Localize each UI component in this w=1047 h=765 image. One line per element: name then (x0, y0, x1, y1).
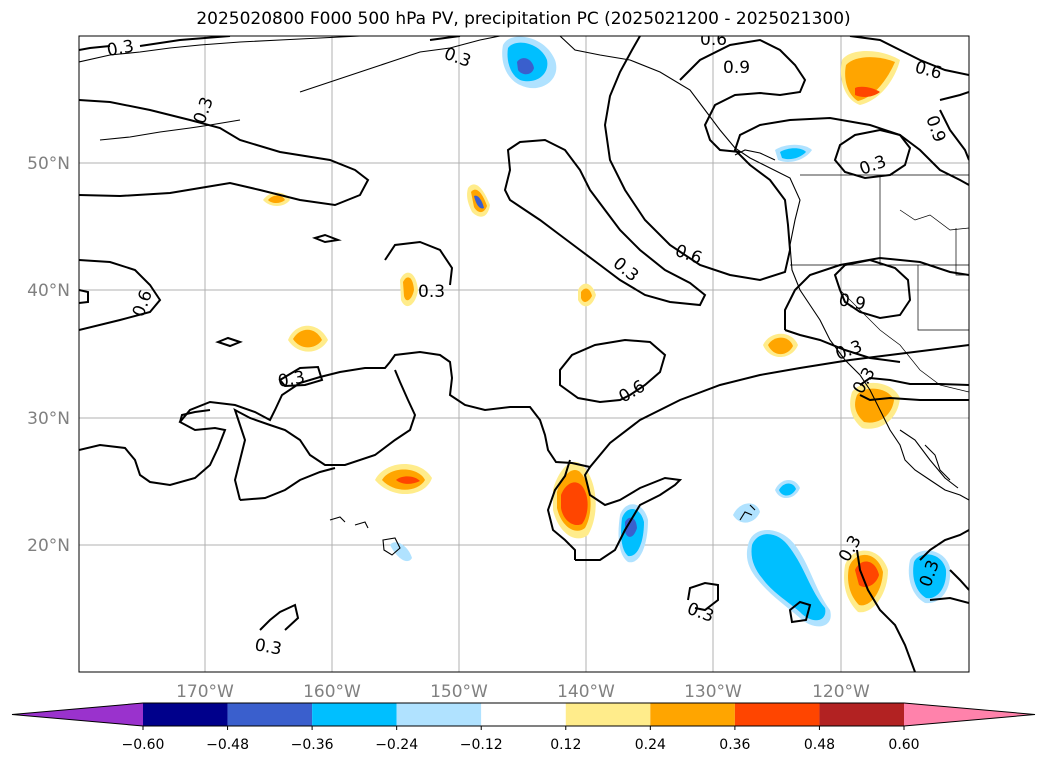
lat-label: 50°N (27, 154, 70, 174)
lat-label: 40°N (27, 281, 70, 301)
colorbar-segment (650, 703, 735, 726)
map-body: 0.3 0.3 0.3 0.6 0.9 0.6 0.9 0.3 0.3 0.6 … (79, 30, 969, 672)
colorbar-tick-label: −0.36 (291, 737, 334, 753)
colorbar-segment (819, 703, 904, 726)
colorbar-segment (143, 703, 228, 726)
lon-label: 140°W (557, 682, 615, 702)
coastlines (79, 36, 969, 556)
colorbar-segment (312, 703, 397, 726)
colorbar-tick-label: −0.24 (375, 737, 418, 753)
colorbar-extend-low (12, 703, 143, 726)
contour-label: 0.6 (700, 30, 727, 50)
lon-label: 160°W (303, 682, 361, 702)
colorbar-tick-label: 0.36 (719, 737, 750, 753)
lon-label: 120°W (812, 682, 870, 702)
colorbar-tick-label: 0.48 (804, 737, 835, 753)
map-frame (78, 35, 970, 673)
colorbar-segment (481, 703, 566, 726)
colorbar-tick-label: 0.12 (550, 737, 581, 753)
contour-label: 0.3 (418, 282, 445, 302)
lon-label: 170°W (176, 682, 234, 702)
lon-label: 130°W (684, 682, 742, 702)
colorbar-tick-label: −0.12 (460, 737, 503, 753)
map-title: 2025020800 F000 500 hPa PV, precipitatio… (196, 9, 851, 29)
lat-label: 20°N (27, 536, 70, 556)
colorbar-tick-label: −0.60 (122, 737, 165, 753)
contour-label: 0.9 (723, 58, 750, 78)
contour-label: 0.3 (253, 635, 283, 659)
precip-shading (263, 36, 951, 627)
contour-label: 0.9 (837, 290, 867, 314)
contour-label: 0.3 (105, 37, 135, 61)
colorbar-tick-label: 0.60 (888, 737, 919, 753)
pv-contours (79, 36, 969, 672)
colorbar-extend-high (904, 703, 1035, 726)
colorbar-segment (396, 703, 482, 726)
colorbar: −0.60 −0.48 −0.36 −0.24 −0.12 0.12 0.24 0.36 0.4… (11, 702, 1036, 753)
lat-label: 30°N (27, 409, 70, 429)
lon-label: 150°W (430, 682, 488, 702)
colorbar-tick-label: −0.48 (206, 737, 249, 753)
colorbar-segment (734, 703, 820, 726)
contour-label: 0.3 (276, 368, 306, 392)
colorbar-segment (227, 703, 313, 726)
colorbar-segment (565, 703, 651, 726)
colorbar-tick-label: 0.24 (635, 737, 666, 753)
axis-labels: 170°W 160°W 150°W 140°W 130°W 120°W 50°N… (27, 154, 870, 702)
